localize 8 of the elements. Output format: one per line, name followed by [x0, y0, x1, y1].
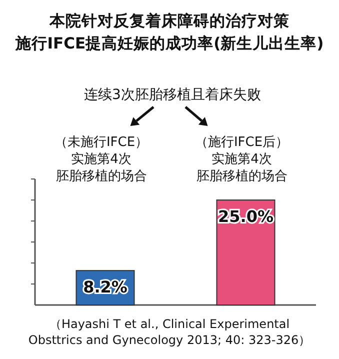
chart-title: 本院针对反复着床障碍的治疗对策 [48, 11, 290, 30]
chart-subtitle: 施行IFCE提高妊娠的成功率(新生儿出生率) [14, 34, 324, 52]
data-label: 8.2% [83, 278, 128, 297]
x-tick-label: （施行IFCE后）实施第4次胚胎移植的场合 [194, 135, 289, 184]
x-tick-label: （未施行IFCE）实施第4次胚胎移植的场合 [54, 135, 148, 184]
data-label: 25.0% [218, 207, 274, 226]
text: 连续3次胚胎移植且着床失败 [84, 87, 261, 103]
text: （Hayashi T et al., Clinical Experimental Obsttrics and Gynecology 2013; 40: 323-326） [28, 317, 311, 348]
